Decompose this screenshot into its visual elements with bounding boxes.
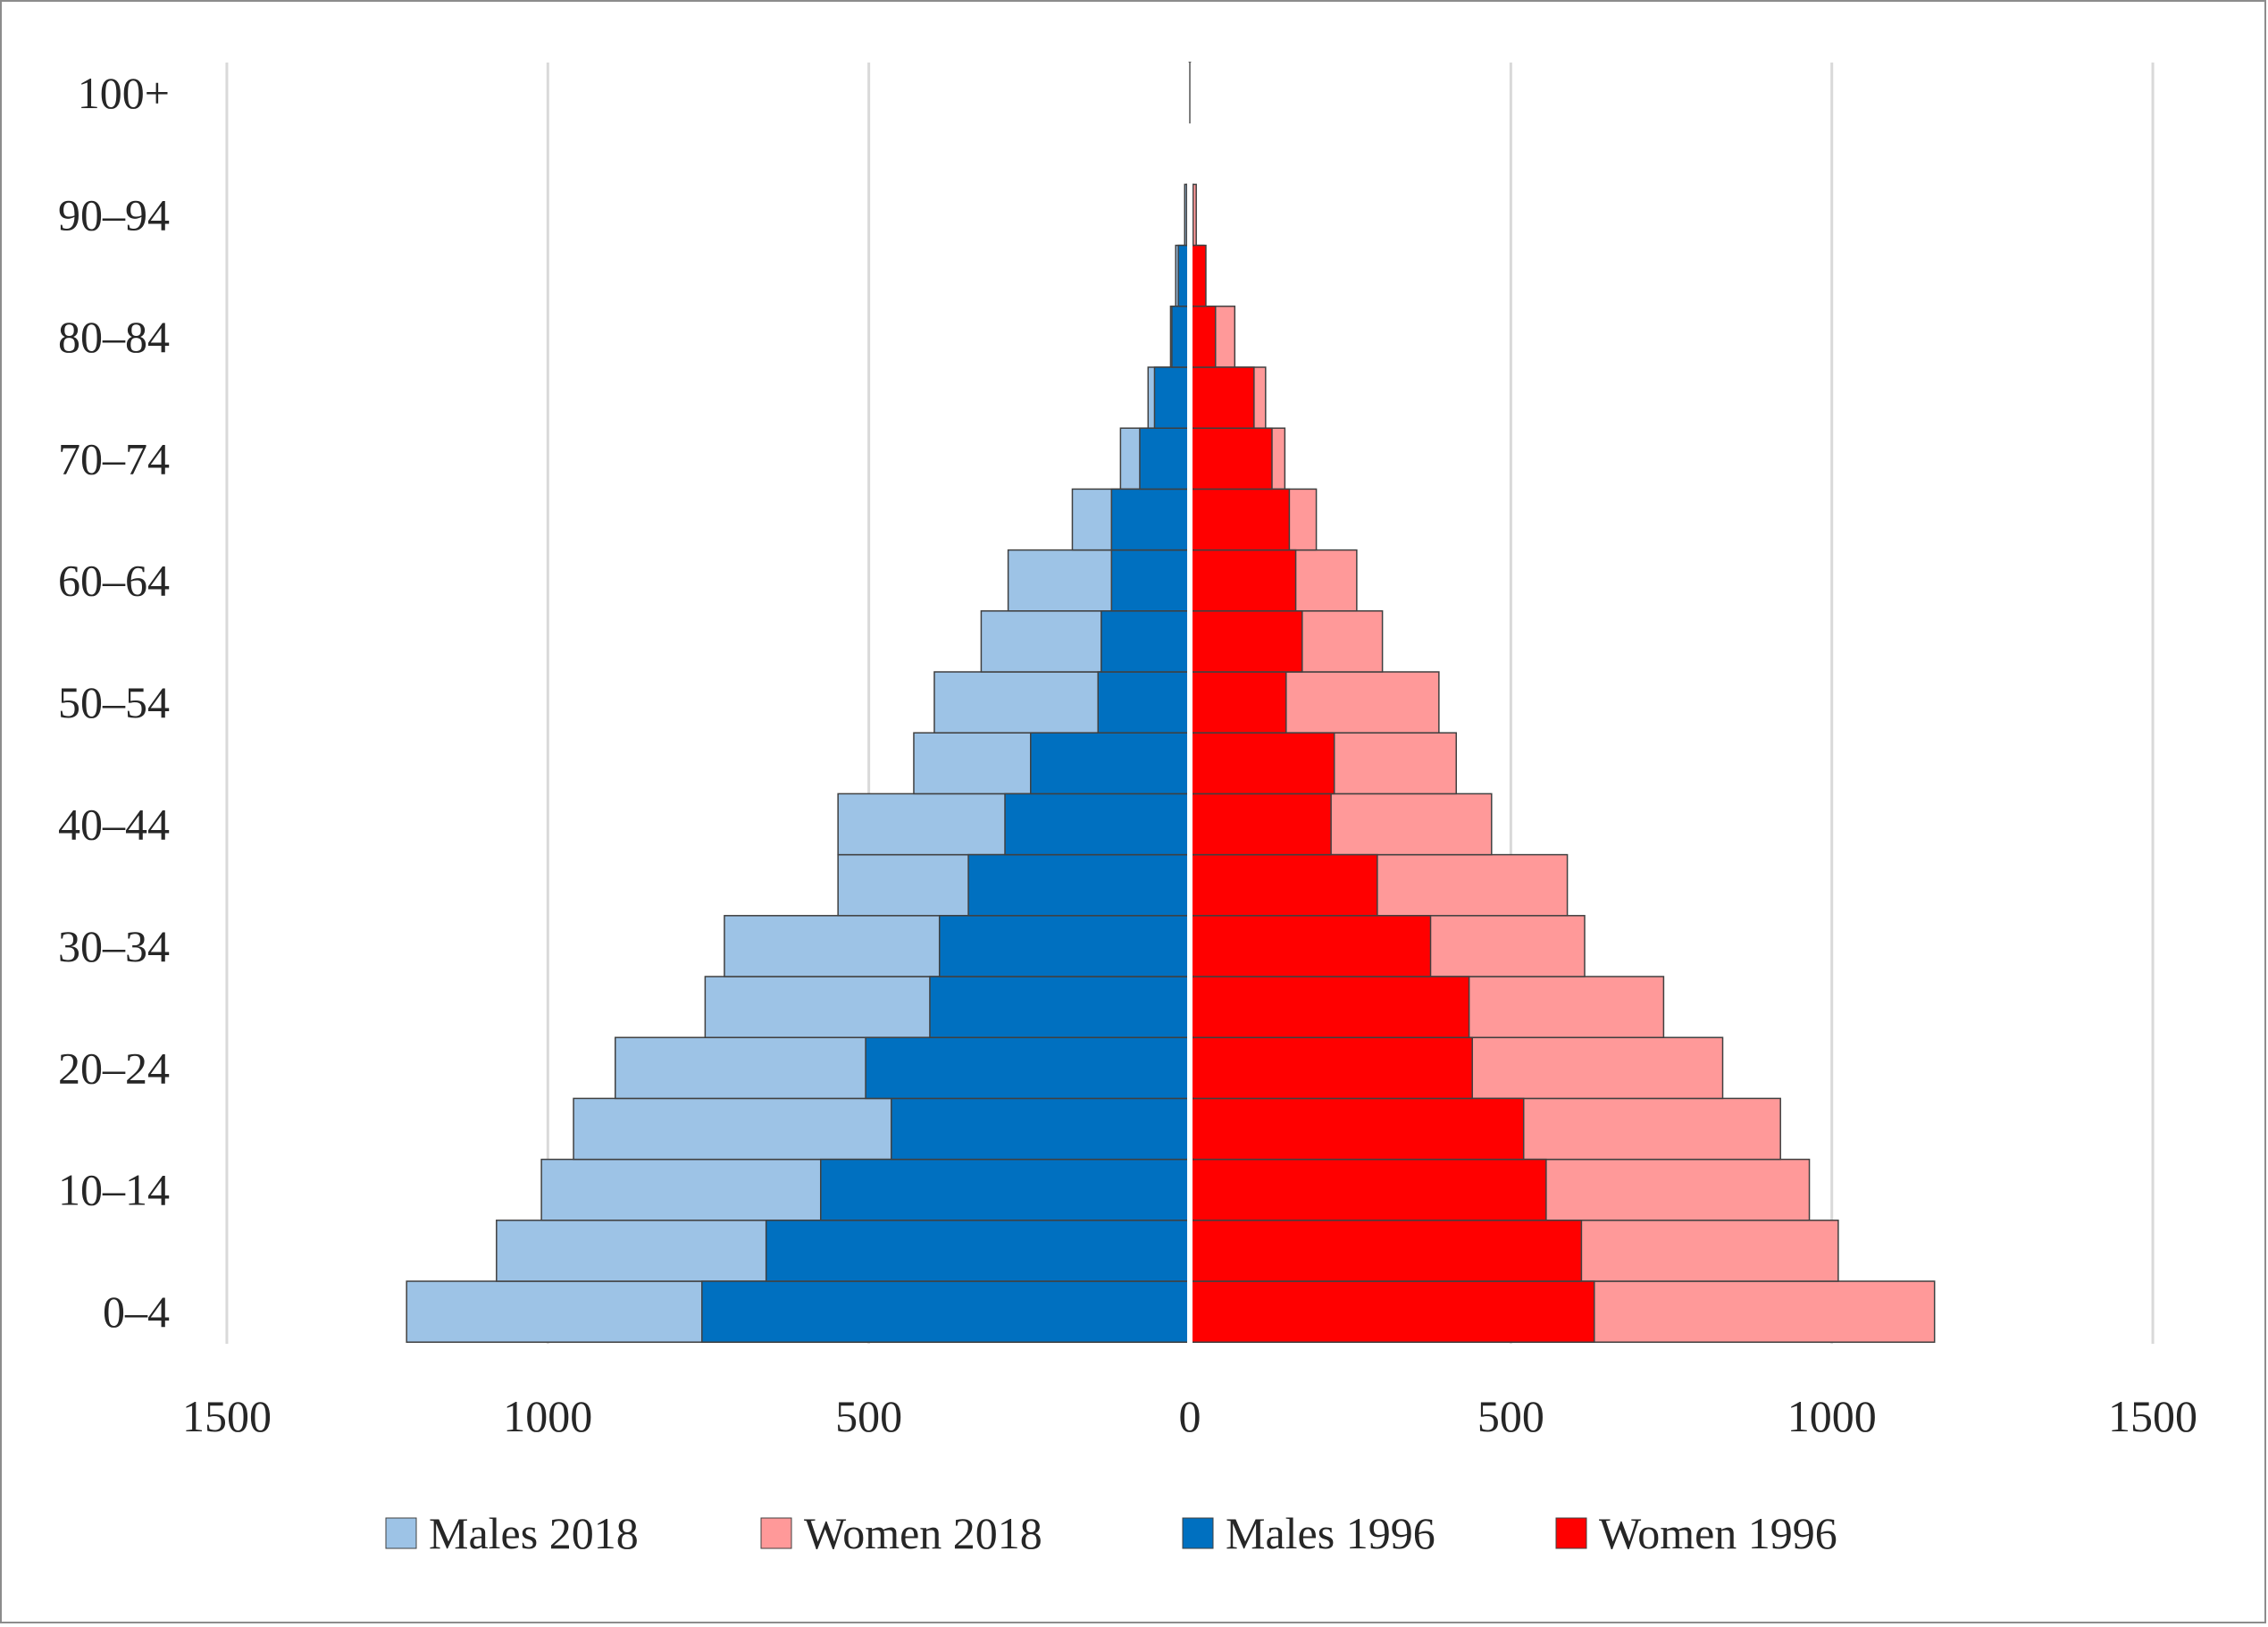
bar-males-1996 — [1110, 488, 1191, 551]
x-tick-label: 1000 — [1787, 1391, 1877, 1441]
age-group-label: 80–84 — [58, 312, 170, 362]
bar-women-1996 — [1189, 853, 1378, 917]
age-group-label: 20–24 — [58, 1043, 170, 1093]
bar-women-1996 — [1189, 1158, 1547, 1221]
bar-males-1996 — [1171, 306, 1191, 368]
bar-males-1996 — [891, 1097, 1191, 1161]
age-group-label: 50–54 — [58, 677, 170, 727]
x-tick-label: 0 — [1179, 1391, 1201, 1441]
bar-males-1996 — [765, 1220, 1191, 1282]
bar-males-1996 — [938, 915, 1191, 977]
bar-women-1996 — [1189, 1036, 1473, 1100]
age-group-label: 70–74 — [58, 433, 170, 483]
bar-males-1996 — [701, 1280, 1191, 1343]
bar-women-1996 — [1189, 366, 1255, 429]
bar-males-1996 — [929, 976, 1191, 1038]
bar-males-1996 — [1030, 732, 1191, 795]
bar-males-1996 — [1153, 366, 1191, 429]
age-group-label: 10–14 — [58, 1165, 170, 1215]
bar-males-1996 — [819, 1158, 1191, 1221]
legend-swatch-women-1996 — [1555, 1517, 1587, 1549]
bar-women-1996 — [1189, 488, 1291, 551]
bar-women-1996 — [1189, 610, 1303, 673]
bar-women-1996 — [1189, 306, 1217, 368]
legend-swatch-males-1996 — [1182, 1517, 1214, 1549]
age-group-label: 30–34 — [58, 921, 170, 971]
bar-women-1996 — [1189, 976, 1470, 1038]
age-group-label: 100+ — [78, 68, 170, 118]
bar-women-1996 — [1189, 732, 1335, 795]
bar-males-1996 — [1110, 549, 1191, 612]
bar-males-1996 — [967, 853, 1191, 917]
bar-males-1996 — [1139, 427, 1191, 491]
age-group-label: 60–64 — [58, 556, 170, 606]
legend-label-males-2018: Males 2018 — [429, 1508, 639, 1558]
bar-women-1996 — [1189, 793, 1332, 856]
legend: Males 2018 Women 2018 Males 1996 Women 1996 — [385, 1508, 1837, 1558]
age-group-labels: 0–4 10–14 20–24 30–34 40–44 50–54 60–64 70–74 80… — [58, 68, 170, 1337]
bar-males-1996 — [1004, 793, 1191, 856]
bar-women-1996 — [1189, 1220, 1583, 1282]
bar-women-1996 — [1189, 671, 1287, 734]
bar-males-1996 — [865, 1036, 1191, 1100]
bar-women-1996 — [1189, 549, 1297, 612]
bar-women-1996 — [1189, 427, 1273, 491]
x-tick-label: 500 — [835, 1391, 902, 1441]
x-tick-label: 1500 — [2108, 1391, 2197, 1441]
x-tick-label: 500 — [1477, 1391, 1544, 1441]
age-group-label: 90–94 — [58, 190, 170, 240]
x-axis-tick-labels: 1500 1000 500 0 500 1000 1500 — [182, 1391, 2197, 1441]
legend-label-males-1996: Males 1996 — [1226, 1508, 1435, 1558]
age-group-label: 40–44 — [58, 800, 170, 850]
bar-males-1996 — [1097, 671, 1191, 734]
bar-women-1996 — [1189, 915, 1432, 977]
bars — [406, 62, 1936, 1343]
bar-women-1996 — [1189, 1280, 1595, 1343]
age-group-label: 0–4 — [103, 1287, 170, 1337]
bar-males-1996 — [1101, 610, 1191, 673]
legend-swatch-women-2018 — [760, 1517, 792, 1549]
legend-label-women-2018: Women 2018 — [804, 1508, 1042, 1558]
x-tick-label: 1000 — [503, 1391, 592, 1441]
legend-swatch-males-2018 — [385, 1517, 417, 1549]
x-tick-label: 1500 — [182, 1391, 272, 1441]
bar-women-1996 — [1189, 1097, 1525, 1161]
legend-label-women-1996: Women 1996 — [1599, 1508, 1837, 1558]
